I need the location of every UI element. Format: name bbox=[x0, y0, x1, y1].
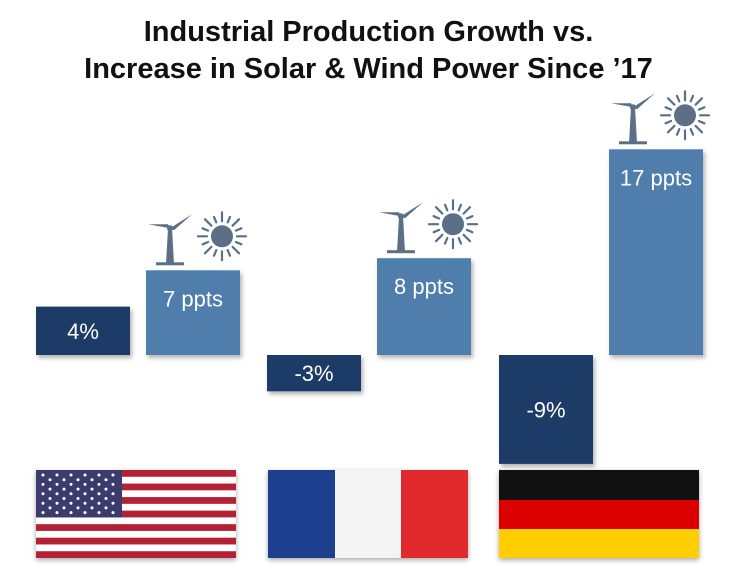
bar-label-s2-2: 8 ppts bbox=[394, 274, 454, 299]
sun-icon bbox=[659, 90, 711, 141]
bar-s1-france bbox=[267, 355, 361, 392]
bar-s2-germany bbox=[609, 149, 703, 355]
bars-layer: 4% -3% -9% 7 ppts 8 ppts 17 ppts bbox=[36, 149, 703, 464]
bar-label-s2-3: 17 ppts bbox=[620, 165, 692, 190]
us-flag bbox=[36, 470, 236, 558]
bar-label-s2-1: 7 ppts bbox=[163, 286, 223, 311]
bar-label-s1-1: 4% bbox=[67, 319, 99, 344]
wind-turbine-icon bbox=[611, 93, 655, 145]
bar-s2-united-states bbox=[146, 270, 240, 355]
france-flag bbox=[268, 470, 468, 558]
bar-s2-france bbox=[377, 258, 471, 355]
chart-title: Industrial Production Growth vs. Increas… bbox=[0, 14, 737, 88]
bar-label-s1-2: -3% bbox=[294, 361, 333, 386]
bar-label-s1-3: -9% bbox=[526, 397, 565, 422]
bar-s1-germany bbox=[499, 355, 593, 464]
germany-flag bbox=[499, 470, 699, 558]
icons-layer bbox=[148, 90, 711, 266]
wind-turbine-icon bbox=[379, 202, 423, 254]
chart-title-line-2: Increase in Solar & Wind Power Since ’17 bbox=[84, 53, 653, 85]
sun-icon bbox=[196, 211, 248, 262]
france-flag-graphic bbox=[268, 470, 468, 558]
bar-s1-united-states bbox=[36, 306, 130, 355]
sun-icon bbox=[427, 199, 479, 250]
chart-title-line-1: Industrial Production Growth vs. bbox=[143, 16, 594, 48]
wind-turbine-icon bbox=[148, 214, 192, 266]
germany-flag-graphic bbox=[499, 470, 699, 558]
us-flag-graphic bbox=[36, 470, 236, 558]
